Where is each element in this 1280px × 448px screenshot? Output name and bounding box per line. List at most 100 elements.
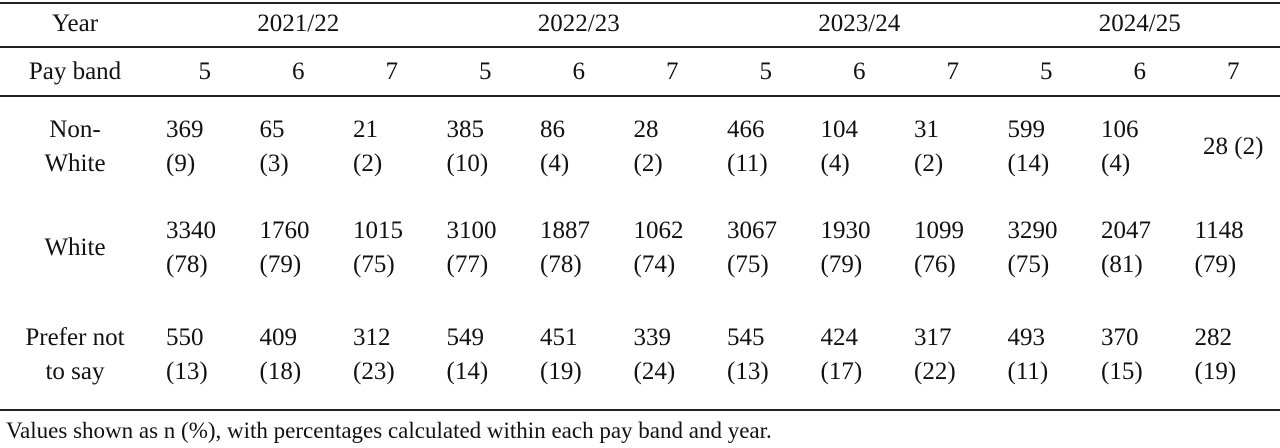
header-rule [0, 46, 1280, 48]
cell: 317 (22) [914, 321, 1000, 389]
cell-percent: (75) [727, 251, 769, 278]
cell-count: 1887 [540, 217, 590, 244]
band-header: 7 [946, 58, 960, 85]
cell-count: 549 [446, 324, 485, 351]
cell-percent: (22) [914, 358, 956, 385]
cell-percent: (13) [727, 358, 769, 385]
cell-count: 545 [727, 324, 765, 351]
cell: 369 (9) [166, 113, 252, 181]
band-header: 6 [292, 58, 305, 85]
cell: 1148 (79) [1195, 214, 1280, 282]
cell-percent: (15) [1101, 358, 1143, 385]
cell-percent: (79) [259, 251, 302, 278]
cell-count: 3067 [727, 217, 777, 244]
cell: 312 (23) [353, 321, 439, 389]
cell-percent: (4) [540, 150, 570, 177]
cell-percent: (2) [914, 150, 944, 177]
cell: 21 (2) [353, 113, 439, 181]
cell-count: 1015 [353, 217, 403, 244]
row-label: Prefer not to say [0, 321, 150, 389]
cell: 1099 (76) [914, 214, 1000, 282]
top-rule [0, 2, 1280, 4]
cell-count: 466 [727, 116, 765, 143]
cell: 451 (19) [540, 321, 626, 389]
cell: 28 (2) [634, 113, 720, 181]
year-header: 2022/23 [537, 10, 620, 37]
cell-percent: (24) [633, 358, 676, 385]
cell-count: 2047 [1101, 217, 1151, 244]
cell-percent: (79) [820, 251, 863, 278]
cell-count: 1062 [633, 217, 684, 244]
cell-count: 28 [633, 116, 659, 143]
cell-count: 317 [914, 324, 952, 351]
cell-count: 370 [1101, 324, 1139, 351]
cell-percent: (2) [633, 150, 663, 177]
cell: 545 (13) [727, 321, 813, 389]
cell-percent: (78) [540, 251, 582, 278]
cell: 339 (24) [634, 321, 720, 389]
cell-count: 1148 [1194, 217, 1244, 244]
cell-count: 1099 [914, 217, 964, 244]
row-label: Non- White [0, 113, 150, 181]
cell-percent: (14) [446, 358, 489, 385]
cell-percent: (17) [820, 358, 863, 385]
band-header: 6 [1133, 58, 1147, 85]
cell-count: 31 [914, 116, 939, 143]
cell: 493 (11) [1008, 321, 1094, 389]
cell-percent: (18) [259, 358, 302, 385]
band-label: Pay band [28, 58, 122, 85]
cell: 370 (15) [1101, 321, 1187, 389]
cell-count: 599 [1007, 116, 1046, 143]
cell-percent: (9) [166, 150, 196, 177]
cell-percent: (23) [353, 358, 395, 385]
cell-percent: (4) [820, 150, 850, 177]
year-header: 2021/22 [257, 10, 340, 37]
cell: 86 (4) [540, 113, 626, 181]
band-header: 5 [198, 58, 212, 85]
cell: 282 (19) [1195, 321, 1280, 389]
cell-count: 451 [540, 324, 578, 351]
year-header: 2024/25 [1098, 10, 1181, 37]
cell: 31 (2) [914, 113, 1000, 181]
cell-percent: (75) [1007, 251, 1050, 278]
year-header: 2023/24 [818, 10, 901, 37]
cell: 1887 (78) [540, 214, 626, 282]
bottom-rule [0, 409, 1280, 411]
cell: 28 (2) [1187, 130, 1280, 164]
row-label-line: Prefer not [25, 324, 125, 351]
cell: 3067 (75) [727, 214, 813, 282]
cell: 2047 (81) [1101, 214, 1187, 282]
cell-count: 424 [820, 324, 859, 351]
cell: 549 (14) [447, 321, 533, 389]
cell-count: 1760 [259, 217, 310, 244]
cell-percent: (19) [1194, 358, 1237, 385]
row-label: White [0, 231, 150, 265]
cell-percent: (11) [1007, 358, 1049, 385]
band-header: 7 [1227, 58, 1240, 85]
cell-percent: (11) [727, 150, 768, 177]
cell: 550 (13) [166, 321, 252, 389]
cell-percent: (14) [1007, 150, 1050, 177]
cell: 104 (4) [821, 113, 907, 181]
cell: 1760 (79) [260, 214, 346, 282]
cell-count: 106 [1101, 116, 1139, 143]
row-label-line: Non- [49, 116, 101, 143]
cell-percent: (81) [1101, 251, 1143, 278]
cell: 385 (10) [447, 113, 533, 181]
band-header: 5 [1040, 58, 1053, 85]
cell-count: 282 [1194, 324, 1233, 351]
row-label-line: White [44, 150, 106, 177]
cell-percent: (78) [166, 251, 208, 278]
cell-percent: (76) [914, 251, 956, 278]
band-header: 7 [385, 58, 399, 85]
cell-percent: (19) [540, 358, 582, 385]
cell-count: 28 (2) [1203, 133, 1264, 160]
cell-count: 369 [166, 116, 204, 143]
cell: 106 (4) [1101, 113, 1187, 181]
cell-count: 339 [633, 324, 672, 351]
cell-count: 1930 [820, 217, 871, 244]
band-header: 5 [479, 58, 492, 85]
cell-count: 21 [353, 116, 378, 143]
cell: 65 (3) [260, 113, 346, 181]
